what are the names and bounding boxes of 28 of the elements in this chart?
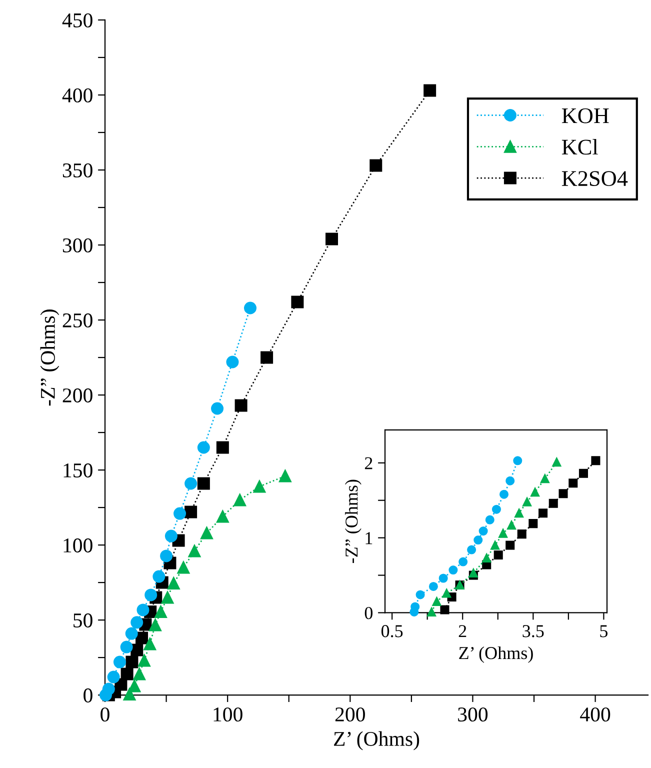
y-tick-label: 0	[84, 688, 92, 702]
y-tick-label: 300	[62, 238, 92, 252]
x-tick-label: 100	[214, 707, 242, 722]
x-tick-label: 300	[458, 707, 488, 722]
x-tick-label: 0	[100, 707, 110, 722]
y-tick-label: 50	[74, 613, 92, 628]
x-tick-label: 0.5	[381, 625, 403, 638]
x-tick-label: 3.5	[522, 625, 544, 638]
legend-label: K2SO4	[562, 171, 628, 186]
y-tick-label: 350	[62, 163, 92, 178]
y-tick-label: 1	[366, 532, 372, 544]
y-tick-label: 150	[64, 463, 92, 478]
y-tick-label: 450	[62, 13, 92, 28]
x-tick-label: 400	[580, 707, 610, 722]
y-tick-label: 0	[364, 606, 373, 620]
legend-label: KOH	[562, 108, 609, 124]
x-tick-label: 2	[458, 625, 466, 638]
x-tick-label: 5	[600, 625, 608, 638]
y-tick-label: 2	[364, 457, 372, 470]
y-tick-label: 100	[64, 538, 92, 552]
y-tick-label: 200	[62, 388, 92, 402]
y-axis-title: -Z” (Ohms)	[40, 310, 60, 406]
x-axis-title: Z’ (Ohms)	[334, 731, 420, 750]
legend-label: KCl	[562, 139, 598, 155]
y-tick-label: 400	[62, 88, 92, 102]
x-axis-title: Z’ (Ohms)	[459, 646, 533, 663]
y-tick-label: 250	[62, 313, 92, 328]
y-axis-title: -Z” (Ohms)	[345, 480, 362, 564]
